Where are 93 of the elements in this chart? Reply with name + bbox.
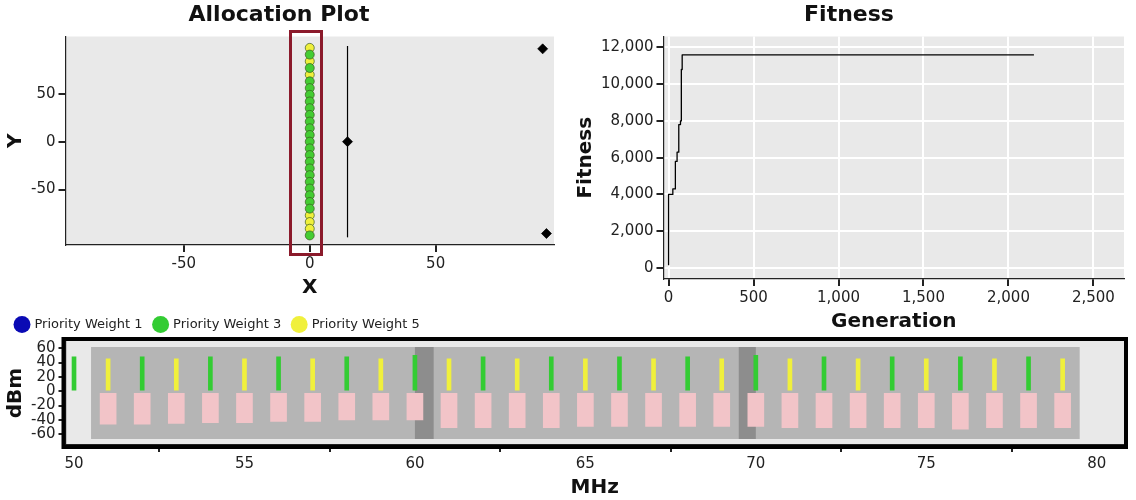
bar [372, 393, 390, 421]
y-tick-label: -50 [31, 179, 56, 198]
x-tick-label: 0 [663, 287, 674, 306]
bar [1054, 393, 1071, 429]
bar [883, 393, 901, 429]
x-axis-title: MHz [570, 474, 619, 499]
x-tick-label: 0 [304, 253, 315, 272]
x-tick-label: 2,000 [986, 287, 1030, 306]
bar [542, 393, 560, 429]
bar [753, 355, 759, 391]
point [304, 230, 315, 241]
y-tick-label: 8,000 [610, 110, 654, 129]
bar [651, 358, 656, 391]
x-tick-label: 2,500 [1071, 287, 1115, 306]
bar [236, 393, 253, 424]
x-tick-label: 65 [575, 453, 595, 472]
bar [645, 393, 662, 427]
bar [952, 393, 969, 430]
bar [611, 393, 628, 427]
bar [270, 393, 287, 422]
bar [202, 393, 219, 424]
y-tick-label: 0 [45, 131, 56, 150]
bar [923, 358, 929, 391]
bar [719, 358, 725, 391]
bar [508, 393, 526, 429]
bar [617, 356, 622, 391]
bar [815, 393, 833, 429]
point [342, 136, 353, 148]
bar [685, 356, 690, 391]
y-tick-label: 12,000 [600, 37, 654, 56]
y-axis-title: dBm [2, 367, 27, 419]
bar [440, 393, 458, 429]
legend-label: Priority Weight 1 [34, 315, 143, 331]
y-axis-title: Fitness [572, 116, 597, 199]
y-tick-label: 2,000 [610, 221, 654, 240]
bar [986, 393, 1003, 429]
bar [1060, 358, 1065, 391]
x-tick-label: 75 [916, 453, 936, 472]
x-tick-label: 60 [405, 453, 425, 472]
point [537, 43, 549, 55]
bar [406, 393, 424, 421]
bar [514, 358, 520, 391]
point [304, 203, 315, 214]
bar [577, 393, 594, 427]
y-tick-label: 6,000 [610, 147, 654, 166]
x-tick-label: 1,000 [817, 287, 860, 306]
y-axis-title: Y [2, 132, 27, 149]
y-tick-label: -60 [31, 424, 56, 443]
bar [992, 358, 997, 391]
bar [1020, 393, 1037, 429]
bar [304, 393, 321, 422]
bar [474, 393, 492, 429]
legend-label: Priority Weight 5 [311, 315, 420, 331]
bar [338, 393, 356, 421]
x-tick-label: 70 [746, 453, 766, 472]
point [304, 49, 315, 60]
bar [139, 356, 145, 391]
y-tick-label: 50 [36, 83, 56, 102]
bar [276, 356, 281, 391]
x-tick-label: -50 [171, 253, 197, 272]
bar [208, 356, 213, 391]
y-tick-label: 10,000 [600, 74, 654, 93]
bar [679, 393, 696, 427]
bar [548, 356, 554, 391]
point [304, 63, 315, 73]
bar [713, 393, 731, 427]
bar [1026, 356, 1031, 391]
x-tick-label: 55 [234, 453, 255, 472]
legend-label: Priority Weight 3 [173, 315, 282, 331]
bar [99, 393, 117, 425]
y-tick-label: 4,000 [610, 184, 654, 203]
point [541, 228, 552, 239]
x-tick-label: 50 [64, 453, 84, 472]
x-tick-label: 80 [1087, 453, 1107, 472]
bar [889, 356, 895, 391]
bar [133, 393, 151, 425]
bar [173, 358, 179, 391]
bar [310, 358, 315, 391]
x-axis-title: Generation [830, 308, 957, 333]
chart-title: Allocation Plot [188, 0, 370, 26]
x-tick-label: 1,500 [902, 287, 945, 306]
bar [344, 356, 350, 391]
bar [781, 393, 799, 429]
bar [583, 358, 588, 391]
bar [917, 393, 935, 429]
bar [242, 358, 247, 391]
bar [958, 356, 963, 391]
x-axis-title: X [302, 274, 319, 299]
bar [849, 393, 867, 429]
chart-title: Fitness [804, 0, 894, 26]
x-tick-label: 500 [739, 287, 768, 306]
x-tick-label: 50 [426, 253, 446, 272]
bar [167, 393, 185, 424]
